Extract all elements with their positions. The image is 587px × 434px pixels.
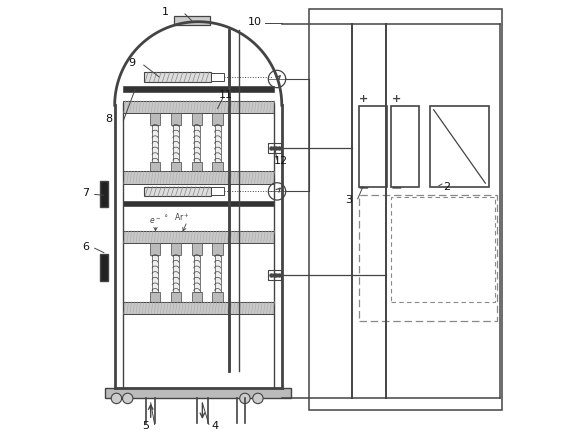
Text: +: + [392, 94, 401, 104]
Text: −: − [358, 181, 370, 195]
FancyBboxPatch shape [212, 162, 222, 171]
FancyBboxPatch shape [100, 254, 108, 281]
FancyBboxPatch shape [214, 255, 221, 292]
FancyBboxPatch shape [191, 162, 202, 171]
FancyBboxPatch shape [194, 125, 200, 162]
FancyBboxPatch shape [212, 292, 222, 302]
FancyBboxPatch shape [359, 106, 387, 187]
FancyBboxPatch shape [212, 113, 222, 125]
FancyBboxPatch shape [212, 243, 222, 255]
FancyBboxPatch shape [191, 113, 202, 125]
Text: $\mathrm{Ar}^+$: $\mathrm{Ar}^+$ [174, 212, 189, 224]
Text: 5: 5 [143, 421, 150, 431]
FancyBboxPatch shape [194, 255, 200, 292]
FancyBboxPatch shape [123, 231, 274, 243]
FancyBboxPatch shape [191, 243, 202, 255]
FancyBboxPatch shape [211, 187, 224, 195]
Text: 7: 7 [83, 188, 90, 198]
Text: 12: 12 [274, 155, 288, 166]
Text: 4: 4 [211, 421, 218, 431]
Text: −: − [390, 181, 402, 195]
FancyBboxPatch shape [123, 302, 274, 314]
FancyBboxPatch shape [173, 255, 179, 292]
FancyBboxPatch shape [173, 125, 179, 162]
Circle shape [253, 393, 263, 404]
Text: 8: 8 [106, 114, 113, 125]
FancyBboxPatch shape [430, 106, 489, 187]
FancyBboxPatch shape [268, 270, 281, 280]
Text: 2: 2 [443, 182, 450, 193]
FancyBboxPatch shape [391, 106, 419, 187]
FancyBboxPatch shape [268, 143, 281, 153]
FancyBboxPatch shape [171, 113, 181, 125]
Text: 1: 1 [162, 7, 169, 17]
FancyBboxPatch shape [191, 292, 202, 302]
FancyBboxPatch shape [123, 171, 274, 184]
FancyBboxPatch shape [171, 243, 181, 255]
FancyBboxPatch shape [152, 255, 158, 292]
Text: +: + [359, 94, 369, 104]
FancyBboxPatch shape [150, 292, 160, 302]
FancyBboxPatch shape [144, 72, 211, 82]
Text: 11: 11 [219, 90, 233, 101]
Text: 9: 9 [129, 58, 136, 68]
Circle shape [239, 393, 250, 404]
FancyBboxPatch shape [171, 292, 181, 302]
FancyBboxPatch shape [104, 388, 291, 398]
FancyBboxPatch shape [174, 16, 210, 25]
FancyBboxPatch shape [100, 181, 108, 207]
Text: 3: 3 [346, 194, 353, 205]
FancyBboxPatch shape [150, 113, 160, 125]
Circle shape [111, 393, 122, 404]
FancyBboxPatch shape [150, 162, 160, 171]
FancyBboxPatch shape [144, 187, 211, 196]
FancyBboxPatch shape [171, 162, 181, 171]
Text: $\circ$: $\circ$ [163, 212, 168, 218]
FancyBboxPatch shape [123, 201, 274, 206]
FancyBboxPatch shape [211, 73, 224, 81]
FancyBboxPatch shape [150, 243, 160, 255]
Text: 6: 6 [83, 242, 90, 253]
FancyBboxPatch shape [123, 101, 274, 113]
Circle shape [123, 393, 133, 404]
FancyBboxPatch shape [123, 86, 274, 92]
Text: $e^-$: $e^-$ [150, 216, 161, 226]
FancyBboxPatch shape [152, 125, 158, 162]
Text: 10: 10 [248, 16, 262, 27]
FancyBboxPatch shape [214, 125, 221, 162]
